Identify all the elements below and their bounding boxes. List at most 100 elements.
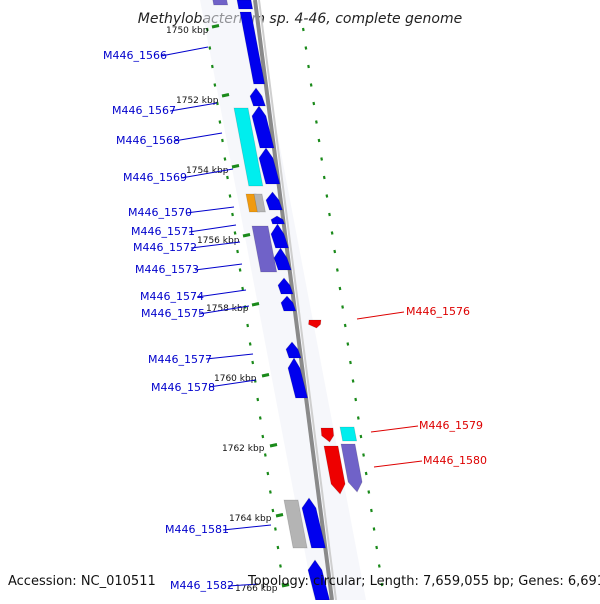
- track-dot: [231, 212, 234, 217]
- diagram-title: Methylobacterium sp. 4-46, complete geno…: [138, 11, 462, 27]
- track-dot: [268, 490, 272, 494]
- gene-M446_1567[interactable]: [249, 87, 266, 107]
- track-dot: [364, 471, 368, 476]
- track-dot: [333, 249, 337, 254]
- gene-M446_1570[interactable]: [265, 191, 283, 211]
- kbp-label-1764: 1764 kbp: [229, 514, 272, 524]
- topology-text: Topology: circular; Length: 7,659,055 bp…: [248, 574, 600, 589]
- gene-M446_1570-gray[interactable]: [253, 193, 266, 213]
- track-dot: [271, 508, 275, 513]
- kbp-tick-1756: [242, 233, 251, 238]
- gene-label-M446_1575[interactable]: M446_1575: [141, 307, 205, 320]
- kbp-label-1756: 1756 kbp: [197, 236, 240, 246]
- gene-M446_1576[interactable]: [308, 319, 322, 329]
- gene-M446_1573[interactable]: [273, 247, 292, 271]
- gene-M446_1579[interactable]: [320, 427, 335, 443]
- gene-label-M446_1573[interactable]: M446_1573: [135, 263, 199, 276]
- gene-label-M446_1579[interactable]: M446_1579: [419, 419, 483, 432]
- gene-label-M446_1568[interactable]: M446_1568: [116, 134, 180, 147]
- track-dot: [320, 157, 324, 161]
- track-dot: [261, 434, 265, 439]
- gene-label-M446_1571[interactable]: M446_1571: [131, 225, 195, 238]
- track-dot: [279, 564, 282, 568]
- track-dot: [356, 416, 360, 420]
- track-dot: [266, 471, 270, 476]
- track-dot: [304, 46, 308, 50]
- track-dot: [221, 138, 224, 143]
- gene-label-M446_1570[interactable]: M446_1570: [128, 206, 192, 219]
- leader-M446_1572: [190, 241, 241, 249]
- gene-label-M446_1578[interactable]: M446_1578: [151, 381, 215, 394]
- track-dot: [226, 175, 229, 180]
- track-dot: [377, 564, 381, 568]
- kbp-tick-1750: [211, 24, 220, 29]
- gene-label-M446_1577[interactable]: M446_1577: [148, 353, 212, 366]
- leader-M446_1568: [173, 132, 223, 142]
- gene-label-M446_1576[interactable]: M446_1576: [406, 305, 470, 318]
- track-dot: [233, 231, 237, 235]
- gene-label-M446_1580[interactable]: M446_1580: [423, 454, 487, 467]
- track-dot: [330, 231, 334, 235]
- gene-label-M446_1567[interactable]: M446_1567: [112, 104, 176, 117]
- gene-label-M446_1566[interactable]: M446_1566: [103, 49, 167, 62]
- gene-M446_1572[interactable]: [270, 223, 290, 249]
- gene-M446_1581-gray[interactable]: [283, 499, 308, 549]
- gene-label-M446_1572[interactable]: M446_1572: [133, 241, 197, 254]
- leader-M446_1573: [194, 263, 243, 271]
- gene-M446_1580-slate[interactable]: [340, 443, 363, 493]
- gene-label-M446_1581[interactable]: M446_1581: [165, 523, 229, 536]
- gene-M446_1572-slate[interactable]: [251, 225, 278, 273]
- track-dot: [341, 305, 344, 309]
- track-dot: [370, 508, 373, 513]
- track-dot: [210, 64, 214, 69]
- backbone-highlight: [258, 0, 337, 601]
- gene-M446_1569[interactable]: [258, 147, 281, 185]
- track-dot: [338, 286, 342, 291]
- gene-M446_1574[interactable]: [277, 277, 294, 295]
- kbp-label-1766: 1766 kbp: [235, 584, 278, 594]
- gene-M446_1579-cyan[interactable]: [339, 426, 358, 442]
- gene-M446_1568-cyan[interactable]: [233, 107, 264, 187]
- track-dot: [343, 323, 347, 328]
- track-dot: [307, 64, 310, 69]
- gene-M446_1581[interactable]: [301, 497, 327, 549]
- gene-label-M446_1582[interactable]: M446_1582: [170, 579, 234, 592]
- track-dot: [315, 120, 318, 124]
- track-dot: [276, 545, 280, 550]
- gene-M446_1575[interactable]: [280, 295, 297, 312]
- gene-M446_1571[interactable]: [270, 215, 286, 225]
- track-dot: [309, 83, 313, 87]
- gene-label-M446_1574[interactable]: M446_1574: [140, 290, 204, 303]
- track-dot: [216, 101, 219, 106]
- gene-M446_1568[interactable]: [251, 105, 275, 149]
- leader-M446_1574: [196, 289, 247, 298]
- track-dot: [241, 286, 244, 291]
- kbp-label-1752: 1752 kbp: [176, 96, 219, 106]
- kbp-tick-1762: [269, 443, 278, 448]
- track-dot: [380, 582, 384, 587]
- leader-M446_1577: [205, 353, 254, 360]
- gene-label-M446_1569[interactable]: M446_1569: [123, 171, 187, 184]
- track-dot: [335, 268, 339, 272]
- gene-M446_1580[interactable]: [323, 445, 346, 495]
- kbp-label-1762: 1762 kbp: [222, 444, 265, 454]
- track-dot: [367, 490, 371, 494]
- track-dot: [228, 194, 232, 198]
- track-dot: [301, 27, 305, 32]
- kbp-tick-1758: [251, 302, 260, 307]
- kbp-tick-1754: [231, 164, 240, 169]
- kbp-label-1754: 1754 kbp: [186, 166, 229, 176]
- leader-M446_1582: [227, 583, 259, 587]
- gene-M446_1577[interactable]: [285, 341, 302, 359]
- track-dot: [248, 342, 252, 346]
- gene-M446_1566[interactable]: [239, 11, 266, 85]
- gene-block-top[interactable]: [212, 0, 229, 6]
- gene-block-top-2[interactable]: [236, 0, 254, 10]
- leader-M446_1581: [222, 524, 272, 531]
- track-dot: [218, 120, 222, 124]
- track-dot: [251, 360, 255, 365]
- track-dot: [351, 379, 355, 383]
- gene-M446_1578[interactable]: [287, 357, 309, 399]
